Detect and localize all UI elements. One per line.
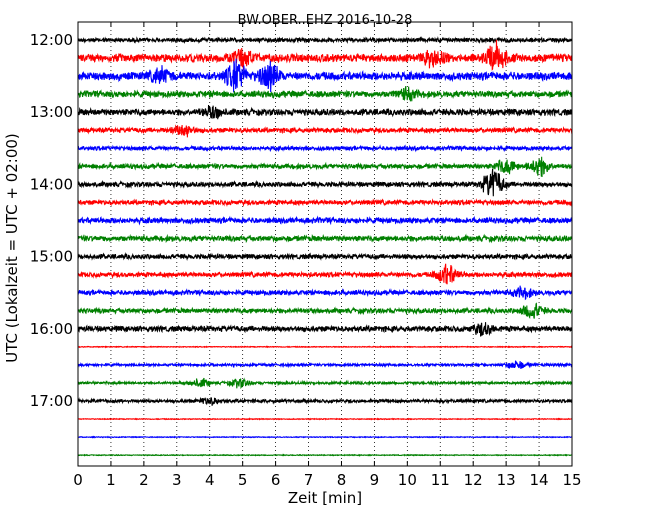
x-axis-label: Zeit [min] — [288, 489, 362, 507]
seismic-trace — [77, 345, 573, 349]
x-tick-label: 14 — [530, 471, 549, 489]
x-tick-label: 9 — [370, 471, 380, 489]
seismic-trace — [77, 396, 573, 406]
seismic-trace — [77, 215, 573, 226]
seismic-trace — [77, 360, 573, 369]
x-tick-label: 15 — [562, 471, 581, 489]
seismic-trace — [77, 124, 573, 138]
seismic-trace — [77, 36, 573, 44]
y-tick-label: 12:00 — [30, 31, 73, 49]
x-tick-label: 4 — [205, 471, 215, 489]
seismic-trace — [77, 168, 573, 197]
y-tick-label: 17:00 — [30, 392, 73, 410]
seismic-trace — [77, 263, 573, 285]
seismic-trace — [77, 252, 573, 262]
y-tick-label: 14:00 — [30, 175, 73, 193]
seismic-trace — [77, 86, 573, 102]
x-tick-label: 0 — [73, 471, 83, 489]
seismic-trace — [77, 377, 573, 390]
seismic-trace — [77, 233, 573, 244]
seismic-trace — [77, 144, 573, 153]
x-tick-label: 1 — [106, 471, 116, 489]
seismic-trace — [77, 58, 573, 93]
seismic-trace — [77, 417, 573, 421]
x-tick-label: 6 — [271, 471, 281, 489]
seismic-trace — [77, 453, 573, 457]
plot-frame — [77, 21, 573, 467]
seismic-trace — [77, 322, 573, 337]
y-tick-label: 13:00 — [30, 103, 73, 121]
x-tick-label: 10 — [398, 471, 417, 489]
x-axis-ticks: 0 1 2 3 4 5 6 7 8 9 10 11 12 13 14 15 — [73, 22, 582, 489]
seismic-trace — [77, 285, 573, 301]
x-tick-label: 2 — [139, 471, 149, 489]
seismic-trace — [77, 105, 573, 120]
x-tick-label: 11 — [431, 471, 450, 489]
x-tick-label: 3 — [172, 471, 182, 489]
seismic-trace — [77, 39, 573, 71]
y-axis-label: UTC (Lokalzeit = UTC + 02:00) — [3, 133, 21, 363]
x-tick-label: 8 — [337, 471, 347, 489]
y-tick-label: 16:00 — [30, 320, 73, 338]
x-tick-label: 12 — [464, 471, 483, 489]
seismic-trace — [77, 435, 573, 439]
y-tick-label: 15:00 — [30, 248, 73, 266]
y-axis-ticks: 12:00 13:00 14:00 15:00 16:00 17:00 — [30, 31, 572, 410]
seismic-trace — [77, 156, 573, 177]
x-tick-label: 7 — [304, 471, 314, 489]
seismic-traces — [77, 36, 573, 457]
seismic-trace — [77, 302, 573, 319]
seismic-trace — [77, 198, 573, 207]
x-tick-label: 13 — [497, 471, 516, 489]
chart-title: BW.OBER..EHZ 2016-10-28 — [238, 13, 413, 28]
x-tick-label: 5 — [238, 471, 248, 489]
